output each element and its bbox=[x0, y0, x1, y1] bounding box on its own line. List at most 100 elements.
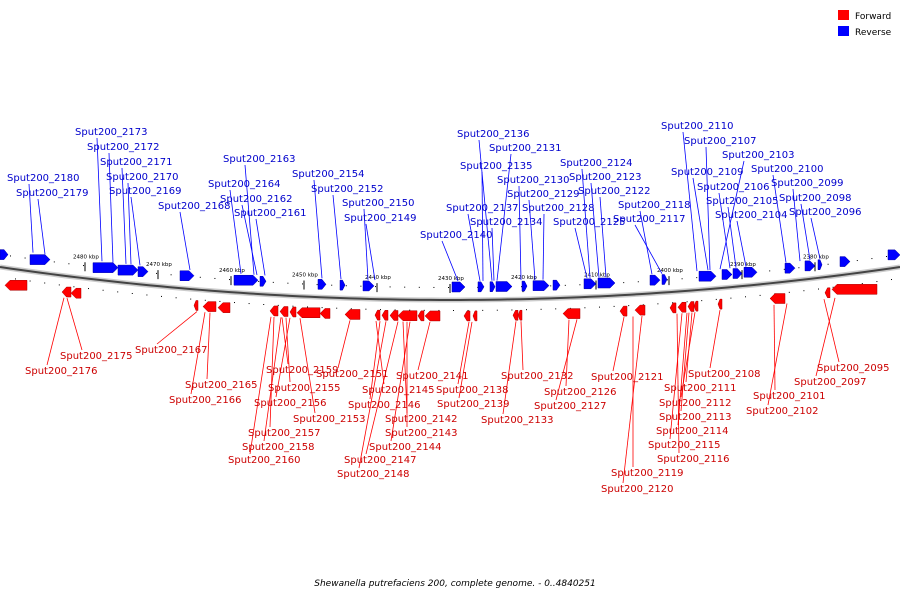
forward-gene-arrow[interactable] bbox=[202, 301, 217, 312]
reverse-gene-label[interactable]: Sput200_2134 bbox=[470, 217, 543, 228]
reverse-gene-arrow[interactable] bbox=[839, 256, 851, 267]
reverse-gene-label[interactable]: Sput200_2107 bbox=[684, 136, 757, 147]
reverse-gene-arrow[interactable] bbox=[721, 269, 733, 280]
reverse-gene-arrow[interactable] bbox=[362, 280, 375, 292]
forward-gene-label[interactable]: Sput200_2148 bbox=[337, 469, 410, 480]
reverse-gene-arrow[interactable] bbox=[649, 274, 661, 286]
reverse-gene-label[interactable]: Sput200_2110 bbox=[661, 121, 734, 132]
reverse-gene-label[interactable]: Sput200_2131 bbox=[489, 143, 562, 154]
reverse-gene-label[interactable]: Sput200_2137 bbox=[446, 203, 519, 214]
forward-gene-label[interactable]: Sput200_2159 bbox=[266, 365, 339, 376]
reverse-gene-label[interactable]: Sput200_2150 bbox=[342, 198, 415, 209]
reverse-gene-arrow[interactable] bbox=[495, 281, 513, 292]
reverse-gene-label[interactable]: Sput200_2149 bbox=[344, 213, 417, 224]
forward-gene-label[interactable]: Sput200_2116 bbox=[657, 454, 730, 465]
reverse-gene-arrow[interactable] bbox=[552, 279, 561, 291]
reverse-gene-label[interactable]: Sput200_2164 bbox=[208, 179, 281, 190]
reverse-gene-arrow[interactable] bbox=[179, 270, 195, 281]
forward-gene-label[interactable]: Sput200_2141 bbox=[396, 371, 469, 382]
reverse-gene-label[interactable]: Sput200_2096 bbox=[789, 207, 862, 218]
forward-gene-label[interactable]: Sput200_2121 bbox=[591, 372, 664, 383]
forward-gene-label[interactable]: Sput200_2138 bbox=[436, 385, 509, 396]
reverse-gene-label[interactable]: Sput200_2118 bbox=[618, 200, 691, 211]
forward-gene-arrow[interactable] bbox=[824, 287, 831, 299]
forward-gene-arrow[interactable] bbox=[831, 284, 878, 295]
forward-gene-label[interactable]: Sput200_2114 bbox=[656, 426, 729, 437]
reverse-gene-label[interactable]: Sput200_2124 bbox=[560, 158, 633, 169]
forward-gene-label[interactable]: Sput200_2133 bbox=[481, 415, 554, 426]
forward-gene-arrow[interactable] bbox=[687, 301, 695, 312]
forward-gene-arrow[interactable] bbox=[417, 310, 425, 322]
reverse-gene-arrow[interactable] bbox=[451, 281, 466, 293]
reverse-gene-arrow[interactable] bbox=[521, 280, 528, 292]
forward-gene-label[interactable]: Sput200_2113 bbox=[659, 412, 732, 423]
forward-gene-label[interactable]: Sput200_2175 bbox=[60, 351, 133, 362]
reverse-gene-arrow[interactable] bbox=[29, 254, 51, 265]
reverse-gene-label[interactable]: Sput200_2103 bbox=[722, 150, 795, 161]
forward-gene-label[interactable]: Sput200_2139 bbox=[437, 399, 510, 410]
forward-gene-arrow[interactable] bbox=[619, 305, 628, 317]
forward-gene-arrow[interactable] bbox=[61, 286, 72, 298]
forward-gene-label[interactable]: Sput200_2126 bbox=[544, 387, 617, 398]
reverse-gene-label[interactable]: Sput200_2171 bbox=[100, 157, 173, 168]
forward-gene-arrow[interactable] bbox=[193, 300, 199, 311]
reverse-gene-label[interactable]: Sput200_2135 bbox=[460, 161, 533, 172]
forward-gene-arrow[interactable] bbox=[517, 309, 523, 321]
reverse-gene-label[interactable]: Sput200_2100 bbox=[751, 164, 824, 175]
reverse-gene-label[interactable]: Sput200_2109 bbox=[671, 167, 744, 178]
forward-gene-label[interactable]: Sput200_2147 bbox=[344, 455, 417, 466]
reverse-gene-arrow[interactable] bbox=[532, 280, 550, 291]
forward-gene-arrow[interactable] bbox=[693, 300, 699, 312]
forward-gene-label[interactable]: Sput200_2176 bbox=[25, 366, 98, 377]
forward-gene-arrow[interactable] bbox=[424, 310, 441, 322]
reverse-gene-arrow[interactable] bbox=[583, 278, 597, 290]
forward-gene-label[interactable]: Sput200_2111 bbox=[664, 383, 737, 394]
forward-gene-arrow[interactable] bbox=[70, 287, 82, 299]
forward-gene-arrow[interactable] bbox=[769, 293, 786, 304]
reverse-gene-arrow[interactable] bbox=[92, 262, 119, 273]
reverse-gene-label[interactable]: Sput200_2172 bbox=[87, 142, 160, 153]
reverse-gene-arrow[interactable] bbox=[259, 276, 267, 287]
forward-gene-arrow[interactable] bbox=[472, 310, 478, 322]
reverse-gene-label[interactable]: Sput200_2122 bbox=[578, 186, 651, 197]
forward-gene-arrow[interactable] bbox=[269, 305, 279, 317]
reverse-gene-label[interactable]: Sput200_2117 bbox=[613, 214, 686, 225]
forward-gene-arrow[interactable] bbox=[463, 310, 471, 322]
forward-gene-label[interactable]: Sput200_2158 bbox=[242, 442, 315, 453]
reverse-gene-label[interactable]: Sput200_2104 bbox=[715, 210, 788, 221]
forward-gene-arrow[interactable] bbox=[344, 309, 361, 320]
reverse-gene-label[interactable]: Sput200_2170 bbox=[106, 172, 179, 183]
reverse-gene-label[interactable]: Sput200_2123 bbox=[569, 172, 642, 183]
reverse-gene-arrow[interactable] bbox=[784, 262, 796, 274]
forward-gene-label[interactable]: Sput200_2160 bbox=[228, 455, 301, 466]
forward-gene-arrow[interactable] bbox=[217, 302, 231, 313]
forward-gene-label[interactable]: Sput200_2112 bbox=[659, 398, 732, 409]
reverse-gene-arrow[interactable] bbox=[339, 279, 346, 291]
reverse-gene-label[interactable]: Sput200_2163 bbox=[223, 154, 296, 165]
forward-gene-label[interactable]: Sput200_2095 bbox=[817, 363, 890, 374]
forward-gene-label[interactable]: Sput200_2165 bbox=[185, 380, 258, 391]
forward-gene-arrow[interactable] bbox=[717, 298, 723, 310]
reverse-gene-arrow[interactable] bbox=[698, 270, 717, 282]
reverse-gene-arrow[interactable] bbox=[804, 260, 816, 272]
forward-gene-arrow[interactable] bbox=[512, 310, 519, 321]
reverse-gene-label[interactable]: Sput200_2162 bbox=[220, 194, 293, 205]
reverse-gene-arrow[interactable] bbox=[137, 266, 149, 277]
forward-gene-label[interactable]: Sput200_2132 bbox=[501, 371, 574, 382]
reverse-gene-label[interactable]: Sput200_2154 bbox=[292, 169, 365, 180]
forward-gene-label[interactable]: Sput200_2151 bbox=[316, 369, 389, 380]
forward-gene-arrow[interactable] bbox=[562, 308, 581, 319]
forward-gene-arrow[interactable] bbox=[279, 306, 289, 317]
reverse-gene-arrow[interactable] bbox=[117, 264, 139, 276]
forward-gene-label[interactable]: Sput200_2143 bbox=[385, 428, 458, 439]
reverse-gene-label[interactable]: Sput200_2169 bbox=[109, 186, 182, 197]
reverse-gene-arrow[interactable] bbox=[0, 249, 9, 260]
forward-gene-arrow[interactable] bbox=[289, 306, 297, 318]
reverse-gene-arrow[interactable] bbox=[887, 249, 900, 261]
reverse-gene-arrow[interactable] bbox=[661, 274, 668, 285]
forward-gene-label[interactable]: Sput200_2102 bbox=[746, 406, 819, 417]
forward-gene-label[interactable]: Sput200_2155 bbox=[268, 383, 341, 394]
forward-gene-arrow[interactable] bbox=[634, 304, 646, 316]
reverse-gene-arrow[interactable] bbox=[317, 279, 327, 290]
reverse-gene-label[interactable]: Sput200_2136 bbox=[457, 129, 530, 140]
